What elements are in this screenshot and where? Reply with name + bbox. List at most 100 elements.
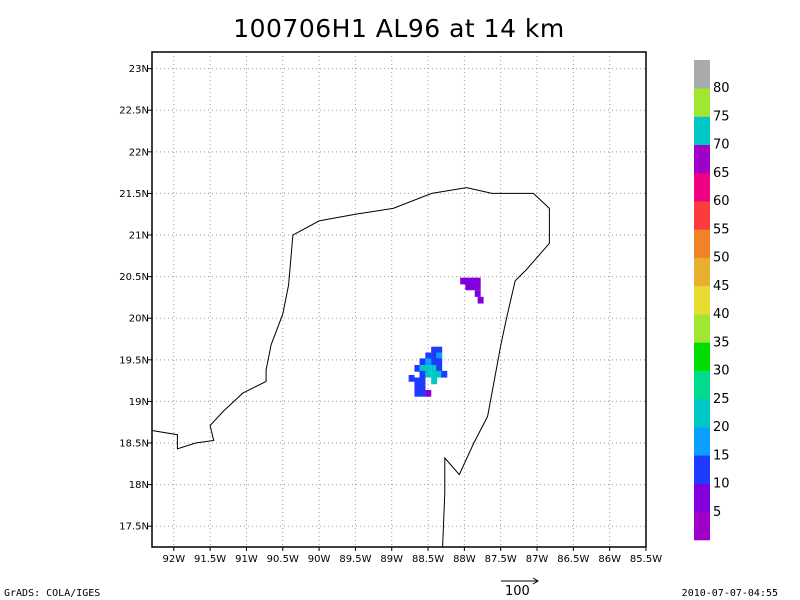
data-cell [436, 346, 443, 354]
data-cell [436, 370, 443, 378]
x-tick-label: 89W [380, 554, 403, 565]
data-cell [431, 358, 438, 366]
data-cell [465, 277, 472, 285]
x-tick-label: 86W [598, 554, 621, 565]
coastline-group [151, 187, 550, 548]
data-cell [425, 365, 432, 372]
data-cell [419, 377, 426, 385]
data-cell [465, 283, 472, 291]
data-cell [441, 370, 448, 378]
data-cell [414, 377, 421, 385]
colorbar-segment [694, 427, 710, 456]
data-cell [414, 365, 421, 372]
y-tick-label: 18.5N [119, 439, 149, 450]
colorbar-label: 25 [713, 392, 730, 407]
colorbar-segment [694, 201, 710, 230]
footer-timestamp: 2010-07-07-04:55 [681, 588, 778, 599]
data-cell [425, 370, 432, 378]
y-tick-label: 22N [129, 147, 149, 158]
colorbar-label: 15 [713, 448, 730, 463]
colorbar-label: 5 [713, 505, 721, 520]
x-axis: 92W 91.5W 91W 90.5W 90W 89.5W 89W 88.5W 88W 87.5W… [162, 547, 662, 565]
x-tick-label: 92W [162, 554, 185, 565]
colorbar-label: 40 [713, 307, 730, 322]
colorbar-segment [694, 172, 710, 202]
y-tick-label: 21N [129, 231, 149, 242]
colorbar-segment [694, 60, 710, 89]
x-tick-label: 88W [453, 554, 476, 565]
y-tick-label: 19N [129, 397, 149, 408]
data-cell [431, 346, 438, 354]
data-cell [419, 383, 426, 391]
data-cell [425, 352, 432, 360]
colorbar-segment [694, 257, 710, 287]
data-cell [425, 389, 432, 397]
colorbar-label: 75 [713, 109, 730, 124]
y-tick-label: 20.5N [119, 272, 149, 283]
colorbar-label: 50 [713, 251, 730, 266]
y-axis: 17.5N 18N 18.5N 19N 19.5N 20N 20.5N 21N 21.5N 22N… [119, 64, 152, 533]
data-cell [474, 283, 481, 291]
chart-title: 100706H1 AL96 at 14 km [233, 14, 565, 43]
colorbar-segment [694, 144, 710, 174]
colorbar-segment [694, 511, 710, 541]
colorbar-segment [694, 455, 710, 484]
colorbar: 5 10 15 20 25 30 35 40 45 50 55 60 65 70 75 80 [694, 60, 730, 541]
y-tick-label: 21.5N [119, 189, 149, 200]
data-cells [408, 277, 484, 397]
y-tick-label: 20N [129, 314, 149, 325]
data-cell [460, 277, 467, 285]
colorbar-segment [694, 116, 710, 146]
data-cell [470, 277, 477, 285]
colorbar-label: 55 [713, 222, 730, 237]
colorbar-segment [694, 370, 710, 400]
data-cell [436, 352, 443, 360]
footer-credit: GrADS: COLA/IGES [4, 588, 101, 599]
y-tick-label: 18N [129, 480, 149, 491]
colorbar-segment [694, 342, 710, 371]
data-cell [408, 374, 415, 382]
reference-vector-label: 100 [505, 584, 530, 599]
y-tick-label: 22.5N [119, 106, 149, 117]
data-cell [425, 358, 432, 366]
colorbar-label: 45 [713, 279, 730, 294]
plot-frame [151, 51, 647, 548]
x-tick-label: 86.5W [557, 554, 589, 565]
y-tick-label: 19.5N [119, 355, 149, 366]
y-tick-label: 23N [129, 64, 149, 75]
data-cell [431, 377, 438, 385]
data-cell [477, 296, 484, 304]
data-cell [419, 370, 426, 378]
colorbar-segment [694, 314, 710, 343]
x-tick-label: 91.5W [194, 554, 226, 565]
grid-lines [152, 52, 647, 547]
colorbar-label: 80 [713, 81, 730, 96]
x-tick-label: 88.5W [412, 554, 444, 565]
x-tick-label: 85.5W [630, 554, 662, 565]
data-cell [436, 358, 443, 366]
data-cell [431, 365, 438, 372]
x-tick-label: 87.5W [485, 554, 517, 565]
data-cell [419, 365, 426, 372]
x-tick-label: 87W [526, 554, 549, 565]
data-cell [431, 352, 438, 360]
colorbar-label: 30 [713, 364, 730, 379]
y-tick-label: 17.5N [119, 522, 149, 533]
data-cell [431, 370, 438, 378]
reference-vector [501, 577, 539, 585]
x-tick-label: 90W [308, 554, 331, 565]
x-tick-label: 90.5W [267, 554, 299, 565]
colorbar-label: 60 [713, 194, 730, 209]
data-cell [474, 290, 481, 297]
colorbar-label: 70 [713, 138, 730, 153]
colorbar-segment [694, 88, 710, 117]
data-cell [419, 358, 426, 366]
colorbar-label: 10 [713, 477, 730, 492]
colorbar-segment [694, 483, 710, 513]
coastline [151, 187, 550, 548]
colorbar-label: 20 [713, 420, 730, 435]
colorbar-segment [694, 229, 710, 258]
x-tick-label: 89.5W [339, 554, 371, 565]
data-cell [436, 365, 443, 372]
